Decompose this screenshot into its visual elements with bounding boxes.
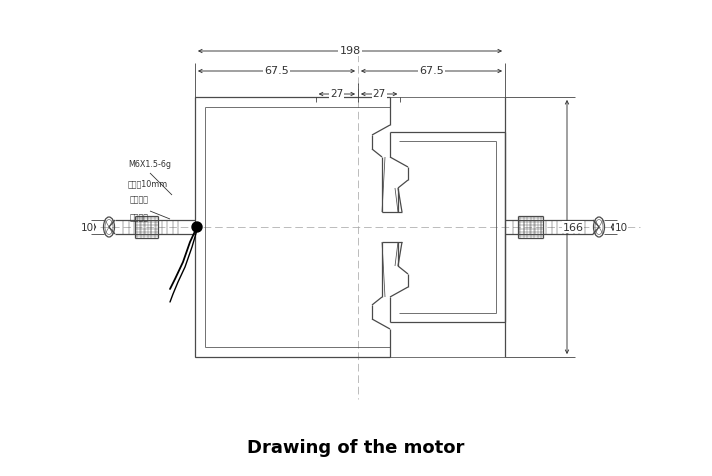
Text: 198: 198 [340, 46, 360, 56]
Text: 27: 27 [330, 89, 343, 99]
Text: 166: 166 [562, 223, 584, 232]
Text: 10: 10 [614, 223, 627, 232]
Text: 长度为10mm: 长度为10mm [128, 178, 168, 188]
Text: 精度要求: 精度要求 [130, 213, 149, 221]
Text: Drawing of the motor: Drawing of the motor [247, 438, 465, 456]
Text: 10: 10 [80, 223, 93, 232]
Text: 67.5: 67.5 [264, 66, 289, 76]
Text: 27: 27 [372, 89, 386, 99]
Circle shape [192, 223, 202, 232]
Text: M6X1.5-6g: M6X1.5-6g [128, 159, 171, 169]
Text: 67.5: 67.5 [419, 66, 444, 76]
Text: 光轴处理: 光轴处理 [130, 195, 149, 204]
